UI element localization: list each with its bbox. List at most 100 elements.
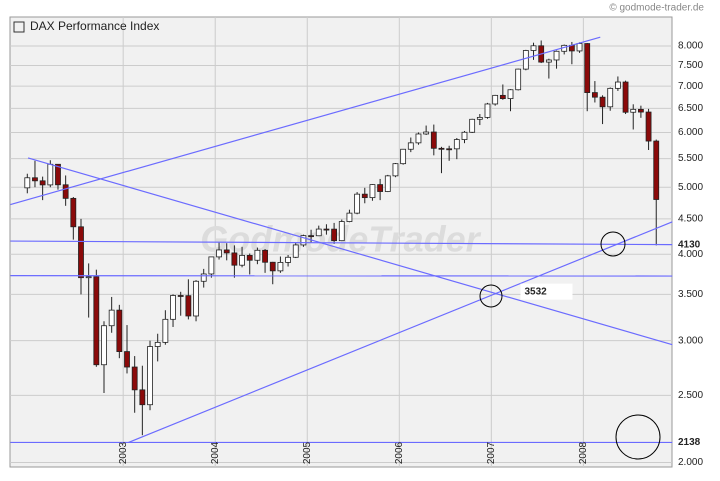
x-tick-label: 2004 [210, 441, 221, 464]
candle-body [361, 193, 368, 199]
y-tick-label: 4.500 [678, 214, 703, 225]
candle-body [124, 351, 130, 368]
candle-body [139, 389, 146, 406]
label-box [520, 283, 573, 300]
candle-body [55, 163, 61, 186]
candle-body [101, 325, 107, 366]
y-tick-label: 5.000 [678, 182, 703, 193]
legend-symbol [13, 21, 25, 33]
trend-line [128, 221, 673, 443]
candle-body [315, 228, 322, 237]
candle-body [400, 148, 407, 165]
candle-body [254, 249, 261, 261]
candle-body [638, 108, 644, 113]
candle-body [346, 212, 353, 222]
candle-body [484, 103, 491, 118]
candle-body [323, 228, 330, 231]
y-tick-label: 7.000 [678, 81, 703, 92]
candle-body [377, 184, 384, 192]
y-tick-label: 3.500 [678, 289, 703, 300]
candle-body [446, 148, 453, 151]
candle-body [62, 184, 69, 199]
candle-body [231, 252, 238, 266]
candle-body [208, 256, 215, 275]
candle-body [438, 147, 445, 150]
candle-body [216, 249, 222, 258]
candle-body [499, 94, 506, 100]
candle-body [576, 43, 583, 52]
highlight-circle [615, 414, 661, 460]
source: © godmode-trader.de [609, 3, 704, 14]
candle-body [423, 131, 430, 135]
candle-body [369, 184, 376, 199]
candle-body [70, 197, 77, 228]
legend-label: DAX Performance Index [30, 19, 159, 33]
candle-body [193, 280, 199, 317]
candle-body [24, 177, 31, 189]
candle-body [461, 131, 468, 140]
candle-body [39, 180, 46, 186]
candle-body [522, 50, 529, 70]
candle-body [515, 68, 522, 91]
trend-line [10, 240, 673, 246]
candle-body [200, 273, 207, 282]
y-tick-label: 6.500 [678, 103, 703, 114]
candle-body [507, 89, 514, 100]
level-label: 4130 [678, 239, 701, 250]
level-label: 3532 [524, 286, 547, 297]
candle-body [645, 111, 652, 142]
marks [10, 36, 673, 444]
level-label: 2138 [678, 437, 701, 448]
candle-body [384, 175, 391, 192]
candle-body [607, 87, 614, 108]
candle-body [154, 341, 161, 347]
candle-body [476, 116, 483, 120]
candle-body [591, 92, 598, 98]
candle-body [553, 50, 560, 61]
candle-body [630, 108, 637, 113]
highlight-circle [479, 284, 503, 308]
candle-body [116, 309, 123, 352]
candle-body [239, 254, 245, 266]
candle-body [177, 295, 184, 297]
candle-body [392, 163, 399, 177]
candle-body [47, 163, 54, 186]
y-tick-label: 7.500 [678, 60, 703, 71]
trend-line [10, 36, 601, 206]
x-tick-label: 2005 [302, 441, 313, 464]
candle-body [407, 142, 414, 150]
y-tick-label: 6.000 [678, 127, 703, 138]
y-tick-label: 8.000 [678, 41, 703, 52]
candle-body [277, 262, 284, 272]
candle-body [614, 81, 621, 89]
candle-body [262, 249, 268, 263]
candle-body [269, 261, 276, 272]
y-tick-label: 4.000 [678, 249, 703, 260]
y-tick-label: 5.500 [678, 153, 703, 164]
candle-body [300, 235, 307, 246]
candle-body [85, 276, 92, 279]
candle-body [131, 366, 138, 391]
candle-body [430, 131, 437, 149]
y-tick-label: 2.000 [678, 457, 703, 468]
highlight-circle [600, 231, 626, 257]
x-tick-label: 2008 [578, 441, 589, 464]
x-tick-label: 2006 [394, 441, 405, 464]
grid [10, 17, 672, 467]
candle-body [622, 81, 629, 113]
candle-body [653, 140, 660, 200]
candle-body [93, 276, 100, 366]
candle-body [338, 221, 345, 242]
candle-body [185, 295, 192, 317]
candle-body [331, 228, 338, 242]
candle-body [308, 235, 314, 238]
y-tick-label: 3.000 [678, 335, 703, 346]
candle-body [453, 139, 460, 150]
candle-body [147, 346, 153, 406]
candle-body [170, 295, 176, 320]
candle-body [545, 59, 552, 63]
x-tick-label: 2003 [118, 441, 129, 464]
candle-body [599, 96, 606, 108]
candle-body [285, 256, 291, 263]
